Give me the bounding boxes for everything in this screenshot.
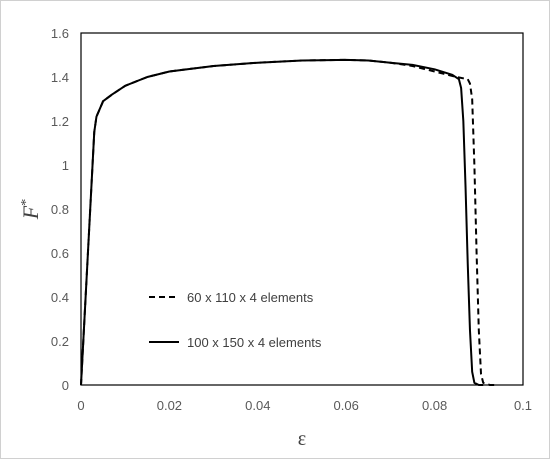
y-tick-label: 0.4 (51, 290, 69, 305)
y-tick-label: 0 (62, 378, 69, 393)
y-axis-label: F* (18, 199, 43, 220)
legend-item: 100 x 150 x 4 elements (149, 335, 322, 350)
y-tick-label: 1 (62, 158, 69, 173)
y-tick-label: 1.2 (51, 114, 69, 129)
legend-item: 60 x 110 x 4 elements (149, 290, 314, 305)
x-axis-label: ε (298, 428, 306, 450)
y-tick-label: 0.6 (51, 246, 69, 261)
y-tick-label: 0.8 (51, 202, 69, 217)
x-tick-label: 0.1 (514, 398, 532, 413)
series-line-solid (80, 58, 484, 386)
plot-area-frame (80, 32, 524, 386)
y-axis-label-main: F (18, 205, 43, 220)
x-tick-label: 0.04 (245, 398, 270, 413)
legend: 60 x 110 x 4 elements 100 x 150 x 4 elem… (149, 290, 322, 350)
legend-label: 60 x 110 x 4 elements (187, 290, 314, 305)
y-axis-label-superscript: * (19, 199, 34, 206)
x-tick-label: 0.08 (422, 398, 447, 413)
y-axis-ticks: 0 0.2 0.4 0.6 0.8 1 1.2 1.4 1.6 (51, 26, 69, 393)
x-axis-ticks: 0 0.02 0.04 0.06 0.08 0.1 (77, 398, 532, 413)
legend-label: 100 x 150 x 4 elements (187, 335, 322, 350)
y-tick-label: 1.4 (51, 70, 69, 85)
x-tick-label: 0.06 (334, 398, 359, 413)
y-tick-label: 0.2 (51, 334, 69, 349)
x-tick-label: 0 (77, 398, 84, 413)
x-tick-label: 0.02 (157, 398, 182, 413)
series-layer (80, 58, 497, 386)
y-tick-label: 1.6 (51, 26, 69, 41)
